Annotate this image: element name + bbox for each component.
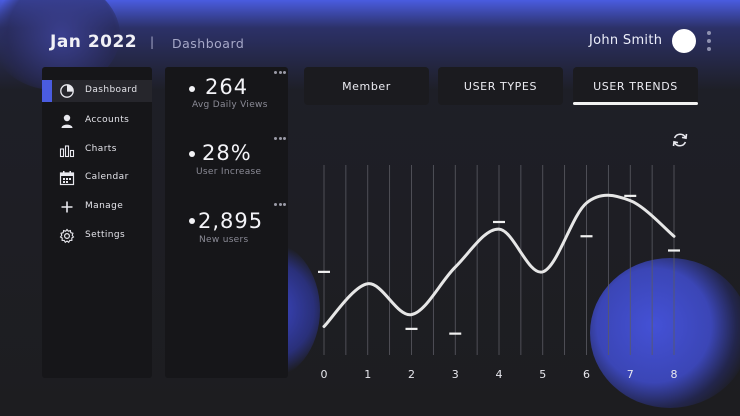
- stat-value: 264: [205, 75, 249, 99]
- sidebar-item-label: Charts: [85, 144, 117, 154]
- stat-label: New users: [199, 235, 249, 245]
- series-line: [322, 193, 676, 328]
- x-tick-label: 0: [321, 368, 328, 381]
- x-tick-label: 8: [671, 368, 678, 381]
- bar-chart-icon: [59, 145, 75, 158]
- sidebar-item-label: Manage: [85, 201, 124, 211]
- user-name[interactable]: John Smith: [589, 33, 663, 48]
- tab-user-types[interactable]: USER TYPES: [438, 67, 563, 105]
- x-tick-label: 1: [364, 368, 371, 381]
- sidebar-item-settings[interactable]: Settings: [42, 225, 152, 247]
- bullet-icon: [189, 86, 195, 92]
- tab-member[interactable]: Member: [304, 67, 429, 105]
- more-options-icon[interactable]: [274, 203, 286, 207]
- stat-value: 2,895: [198, 209, 264, 233]
- breadcrumb[interactable]: Dashboard: [172, 36, 245, 51]
- x-tick-label: 3: [452, 368, 459, 381]
- header-separator: |: [150, 35, 155, 49]
- stat-label: Avg Daily Views: [192, 100, 268, 110]
- user-trends-chart: 0 1 2 3 4 5 6 7 8: [318, 165, 680, 381]
- x-tick-label: 7: [627, 368, 634, 381]
- stats-panel: 264 Avg Daily Views 28% User Increase 2,…: [165, 67, 288, 378]
- bullet-icon: [189, 218, 195, 224]
- sidebar-item-label: Settings: [85, 230, 126, 240]
- sidebar-item-dashboard[interactable]: Dashboard: [42, 80, 152, 102]
- sidebar-item-label: Dashboard: [85, 85, 138, 95]
- refresh-icon[interactable]: [671, 131, 689, 149]
- more-options-icon[interactable]: [274, 71, 286, 75]
- x-tick-label: 2: [408, 368, 415, 381]
- tab-user-trends[interactable]: USER TRENDS: [573, 67, 698, 105]
- sidebar: Dashboard Accounts Charts Calendar: [42, 67, 152, 378]
- stat-label: User Increase: [196, 167, 262, 177]
- user-icon: [61, 114, 73, 128]
- more-options-icon[interactable]: [274, 137, 286, 141]
- sidebar-item-calendar[interactable]: Calendar: [42, 167, 152, 189]
- more-options-icon[interactable]: [706, 31, 712, 51]
- page-date: Jan 2022: [50, 32, 138, 52]
- active-tab-indicator: [573, 102, 698, 105]
- pie-chart-icon: [60, 84, 74, 98]
- sidebar-item-accounts[interactable]: Accounts: [42, 110, 152, 132]
- x-tick-label: 6: [583, 368, 590, 381]
- sidebar-item-label: Accounts: [85, 115, 130, 125]
- sidebar-item-charts[interactable]: Charts: [42, 139, 152, 161]
- avatar[interactable]: [672, 29, 696, 53]
- sidebar-item-manage[interactable]: Manage: [42, 196, 152, 218]
- plus-icon: [61, 201, 73, 213]
- calendar-icon: [59, 171, 75, 186]
- sidebar-item-label: Calendar: [85, 172, 129, 182]
- gear-icon: [59, 228, 75, 244]
- x-tick-label: 5: [539, 368, 546, 381]
- bullet-icon: [189, 151, 195, 157]
- stat-value: 28%: [202, 141, 252, 165]
- x-tick-label: 4: [496, 368, 503, 381]
